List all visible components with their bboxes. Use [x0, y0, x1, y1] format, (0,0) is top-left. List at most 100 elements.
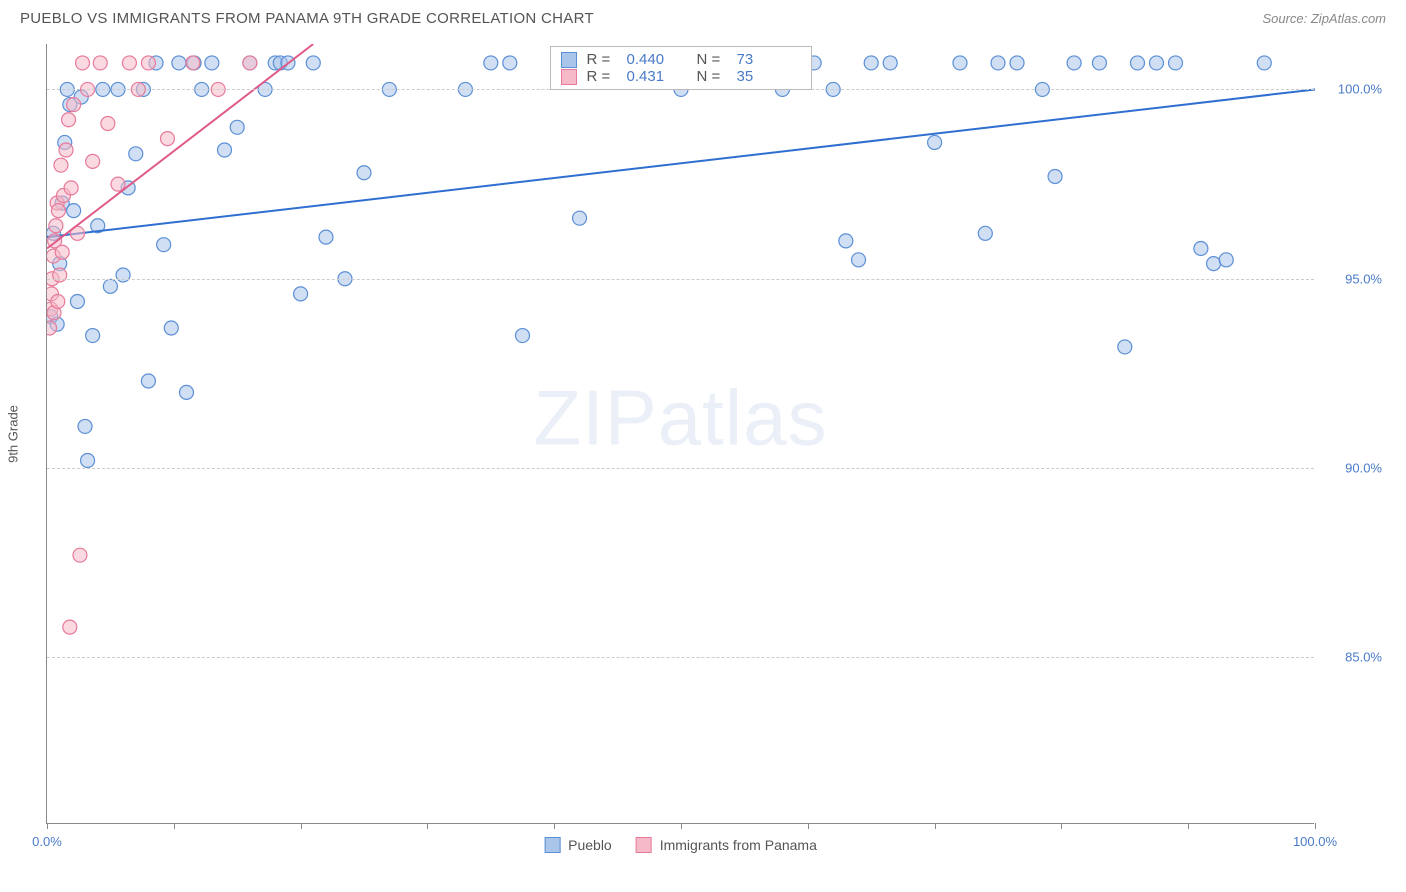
legend-n-label: N =	[697, 51, 727, 68]
data-point	[157, 238, 171, 252]
data-point	[1048, 170, 1062, 184]
legend-label: Pueblo	[568, 837, 612, 853]
data-point	[1194, 241, 1208, 255]
x-tick	[1188, 823, 1189, 829]
source-attribution: Source: ZipAtlas.com	[1262, 11, 1386, 26]
legend-swatch	[561, 52, 577, 68]
scatter-svg	[47, 44, 1315, 824]
gridline	[47, 468, 1314, 469]
data-point	[1219, 253, 1233, 267]
legend-item: Pueblo	[544, 837, 612, 853]
x-tick	[1315, 823, 1316, 829]
data-point	[160, 132, 174, 146]
data-point	[54, 158, 68, 172]
data-point	[1207, 257, 1221, 271]
data-point	[70, 294, 84, 308]
data-point	[103, 279, 117, 293]
legend-swatch	[561, 69, 577, 85]
x-tick	[1061, 823, 1062, 829]
data-point	[928, 135, 942, 149]
data-point	[1067, 56, 1081, 70]
data-point	[852, 253, 866, 267]
x-tick	[935, 823, 936, 829]
chart-title: PUEBLO VS IMMIGRANTS FROM PANAMA 9TH GRA…	[20, 10, 594, 27]
x-tick	[427, 823, 428, 829]
data-point	[516, 329, 530, 343]
trend-line	[47, 89, 1315, 237]
y-axis-label: 9th Grade	[6, 405, 21, 463]
x-tick-label: 0.0%	[32, 834, 62, 849]
data-point	[294, 287, 308, 301]
x-tick	[808, 823, 809, 829]
legend-r-label: R =	[587, 68, 617, 85]
data-point	[883, 56, 897, 70]
data-point	[1257, 56, 1271, 70]
data-point	[186, 56, 200, 70]
data-point	[218, 143, 232, 157]
legend-stats-row: R = 0.440 N = 73	[561, 51, 797, 68]
gridline	[47, 657, 1314, 658]
data-point	[73, 548, 87, 562]
data-point	[49, 219, 63, 233]
data-point	[243, 56, 257, 70]
legend-swatch	[544, 837, 560, 853]
data-point	[1010, 56, 1024, 70]
data-point	[864, 56, 878, 70]
legend-series: Pueblo Immigrants from Panama	[544, 837, 817, 853]
data-point	[953, 56, 967, 70]
data-point	[164, 321, 178, 335]
legend-stats: R =0.440N =73R =0.431N =35	[550, 46, 812, 90]
legend-n-value: 35	[737, 68, 797, 85]
data-point	[86, 154, 100, 168]
data-point	[484, 56, 498, 70]
data-point	[991, 56, 1005, 70]
data-point	[67, 98, 81, 112]
data-point	[205, 56, 219, 70]
data-point	[47, 321, 57, 335]
data-point	[141, 56, 155, 70]
data-point	[67, 204, 81, 218]
legend-swatch	[636, 837, 652, 853]
data-point	[357, 166, 371, 180]
data-point	[64, 181, 78, 195]
data-point	[51, 204, 65, 218]
data-point	[59, 143, 73, 157]
data-point	[116, 268, 130, 282]
x-tick	[681, 823, 682, 829]
data-point	[62, 113, 76, 127]
legend-item: Immigrants from Panama	[636, 837, 817, 853]
data-point	[1150, 56, 1164, 70]
x-tick	[554, 823, 555, 829]
data-point	[53, 268, 67, 282]
y-tick-label: 100.0%	[1322, 82, 1382, 97]
legend-stats-row: R =0.431N =35	[561, 68, 797, 85]
data-point	[839, 234, 853, 248]
data-point	[1169, 56, 1183, 70]
legend-n-label: N =	[697, 68, 727, 85]
data-point	[319, 230, 333, 244]
data-point	[172, 56, 186, 70]
data-point	[51, 294, 65, 308]
x-tick	[174, 823, 175, 829]
data-point	[93, 56, 107, 70]
data-point	[86, 329, 100, 343]
title-bar: PUEBLO VS IMMIGRANTS FROM PANAMA 9TH GRA…	[0, 0, 1406, 33]
data-point	[179, 385, 193, 399]
legend-r-value: 0.440	[627, 51, 687, 68]
data-point	[101, 117, 115, 131]
y-tick-label: 85.0%	[1322, 650, 1382, 665]
y-tick-label: 95.0%	[1322, 271, 1382, 286]
data-point	[1130, 56, 1144, 70]
plot-area: 9th Grade ZIPatlas R =0.440N =73R =0.431…	[46, 44, 1314, 824]
data-point	[573, 211, 587, 225]
legend-n-value: 73	[737, 51, 797, 68]
x-tick-label: 100.0%	[1293, 834, 1337, 849]
data-point	[63, 620, 77, 634]
data-point	[76, 56, 90, 70]
data-point	[122, 56, 136, 70]
data-point	[503, 56, 517, 70]
data-point	[129, 147, 143, 161]
data-point	[306, 56, 320, 70]
data-point	[1092, 56, 1106, 70]
legend-r-label: R =	[587, 51, 617, 68]
